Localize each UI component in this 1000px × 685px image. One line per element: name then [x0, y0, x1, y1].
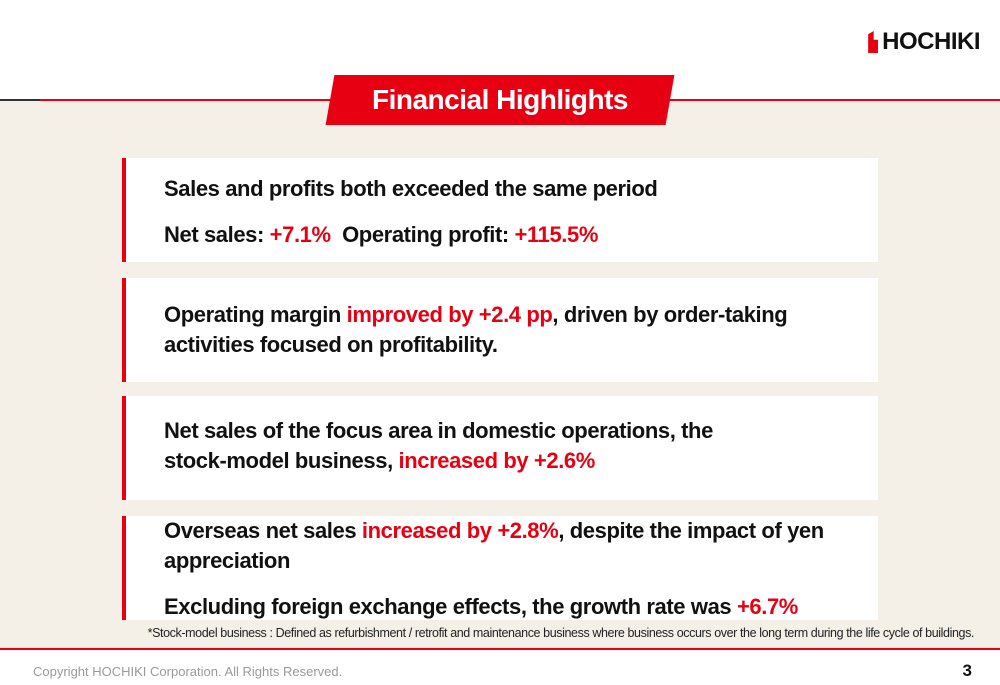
card-text-line: activities focused on profitability.: [164, 332, 498, 357]
highlight-card-stock-model: Net sales of the focus area in domestic …: [122, 396, 878, 500]
card-text-line: appreciation: [164, 548, 291, 573]
card-text: Operating margin: [164, 302, 347, 327]
card-text: , despite the impact of yen: [558, 518, 824, 543]
footnote: *Stock-model business : Defined as refur…: [147, 626, 975, 640]
page-title: Financial Highlights: [371, 84, 629, 115]
card-text-line: Net sales of the focus area in domestic …: [164, 418, 713, 443]
logo-mark-icon: [868, 31, 879, 53]
highlight-card-overseas: Overseas net sales increased by +2.8%, d…: [122, 516, 878, 620]
highlight-card-sales-profit: Sales and profits both exceeded the same…: [122, 158, 878, 262]
logo-text: HOCHIKI: [882, 28, 980, 55]
net-sales-label: Net sales:: [164, 222, 270, 247]
header-rule-left: [0, 99, 40, 101]
operating-profit-value: +115.5%: [514, 222, 599, 247]
card-highlight: increased by +2.6%: [398, 448, 596, 473]
card-text: stock-model business,: [164, 448, 399, 473]
card-heading: Sales and profits both exceeded the same…: [164, 176, 658, 201]
card-text: Overseas net sales: [164, 518, 362, 543]
card-highlight: improved by +2.4 pp: [346, 302, 553, 327]
page-number: 3: [962, 661, 972, 680]
card-text-line: stock-model business, increased by +2.6%: [164, 446, 878, 476]
card-text-line: Overseas net sales increased by +2.8%, d…: [164, 516, 878, 546]
card-text-line: Excluding foreign exchange effects, the …: [164, 592, 878, 622]
card-text: , driven by order-taking: [552, 302, 788, 327]
card-highlight: +6.7%: [736, 594, 798, 619]
net-sales-value: +7.1%: [269, 222, 331, 247]
footer-rule: [0, 648, 1000, 650]
card-text-line: Operating margin improved by +2.4 pp, dr…: [164, 300, 878, 330]
copyright: Copyright HOCHIKI Corporation. All Right…: [33, 664, 343, 679]
card-metrics: Net sales: +7.1% Operating profit: +115.…: [164, 220, 878, 250]
highlight-card-operating-margin: Operating margin improved by +2.4 pp, dr…: [122, 278, 878, 382]
operating-profit-label: Operating profit:: [342, 222, 515, 247]
company-logo: HOCHIKI: [868, 30, 980, 54]
card-highlight: increased by +2.8%: [361, 518, 559, 543]
card-text: Excluding foreign exchange effects, the …: [164, 594, 737, 619]
